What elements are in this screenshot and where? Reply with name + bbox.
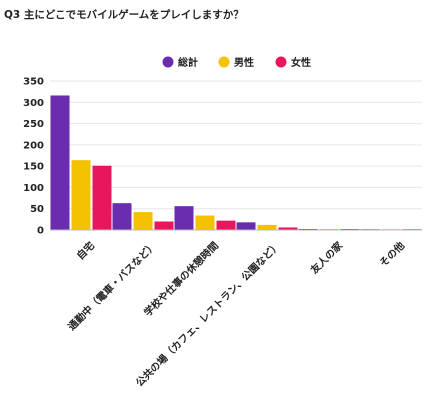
- legend-label: 男性: [234, 56, 254, 69]
- legend: 総計 男性 女性: [162, 56, 311, 69]
- chart-title: Q3 主にどこでモバイルゲームをプレイしますか？: [4, 9, 244, 21]
- bars: [50, 95, 422, 230]
- x-category-label: 自宅: [74, 239, 97, 262]
- bar: [92, 165, 112, 230]
- y-tick-label: 150: [23, 162, 44, 173]
- legend-swatch: [275, 56, 287, 68]
- y-tick-label: 0: [37, 226, 44, 237]
- bar: [236, 222, 256, 230]
- bar: [71, 160, 91, 230]
- legend-label: 女性: [291, 56, 311, 69]
- y-axis-ticks: 0 50 100 150 200 250 300 350: [23, 77, 44, 237]
- y-tick-label: 200: [23, 140, 44, 151]
- legend-swatch: [162, 56, 174, 68]
- bar: [195, 215, 215, 230]
- gridlines: [50, 80, 422, 210]
- x-category-label: その他: [377, 239, 407, 269]
- x-axis-labels: 自宅通勤中（電車・バスなど）学校や仕事の休憩時間公共の場（カフェ、レストラン、公…: [65, 238, 407, 389]
- legend-swatch: [218, 56, 230, 68]
- y-tick-label: 50: [30, 204, 44, 215]
- y-tick-label: 250: [23, 119, 44, 130]
- x-category-label: 友人の家: [308, 238, 346, 276]
- bar: [216, 220, 236, 230]
- y-tick-label: 100: [23, 183, 44, 194]
- bar: [133, 212, 153, 230]
- bar: [174, 206, 194, 230]
- bar: [50, 95, 70, 230]
- bar: [154, 221, 174, 230]
- bar: [112, 203, 132, 230]
- bar: [257, 224, 277, 230]
- x-category-label: 公共の場（カフェ、レストラン、公園など）: [133, 239, 283, 389]
- legend-label: 総計: [178, 56, 198, 69]
- y-tick-label: 350: [23, 77, 44, 88]
- bar: [278, 227, 298, 230]
- y-tick-label: 300: [23, 98, 44, 109]
